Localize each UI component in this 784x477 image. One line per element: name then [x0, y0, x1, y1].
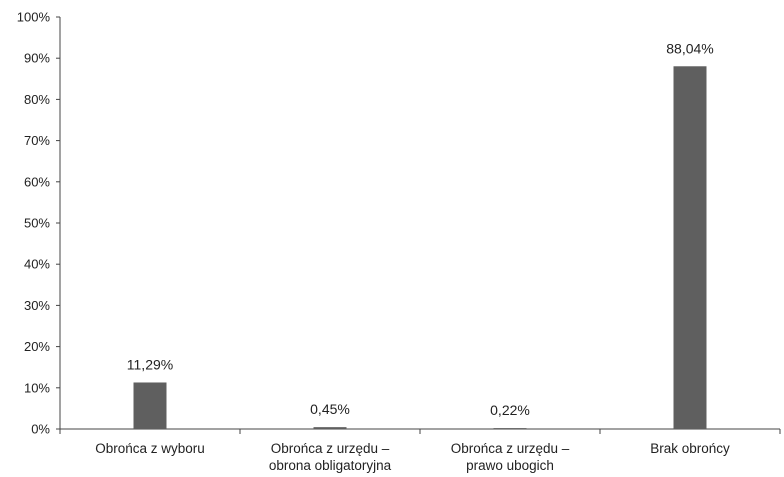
category-label: Obrońca z urzędu – obrona obligatoryjna [269, 441, 392, 473]
y-tick-label: 60% [24, 174, 50, 189]
y-tick-label: 0% [31, 422, 50, 437]
data-label: 11,29% [127, 356, 173, 372]
y-tick-label: 100% [17, 10, 51, 25]
y-tick-label: 40% [24, 257, 50, 272]
y-tick-label: 20% [24, 339, 50, 354]
data-label: 0,22% [490, 402, 530, 418]
y-tick-label: 30% [24, 298, 50, 313]
y-tick-label: 90% [24, 51, 50, 66]
data-label: 0,45% [310, 401, 350, 417]
y-axis: 0% 10% 20% 30% 40% 50% 60% 70% 80% 90% 100% [17, 10, 61, 437]
bar [313, 427, 347, 429]
category-labels: Obrońca z wyboru Obrońca z urzędu – obrona… [95, 441, 730, 473]
bars [133, 66, 707, 429]
x-axis [59, 428, 781, 434]
data-labels: 11,29% 0,45% 0,22% 88,04% [127, 40, 714, 418]
category-label: Obrońca z wyboru [95, 441, 205, 456]
category-label: Brak obrońcy [650, 441, 730, 456]
y-tick-label: 70% [24, 133, 50, 148]
y-tick-label: 80% [24, 92, 50, 107]
bar [493, 428, 527, 429]
y-tick-label: 10% [24, 380, 50, 395]
y-tick-label: 50% [24, 216, 50, 231]
data-label: 88,04% [666, 40, 713, 56]
bar [673, 66, 707, 429]
category-label: Obrońca z urzędu – prawo ubogich [451, 441, 570, 473]
bar [133, 382, 167, 429]
